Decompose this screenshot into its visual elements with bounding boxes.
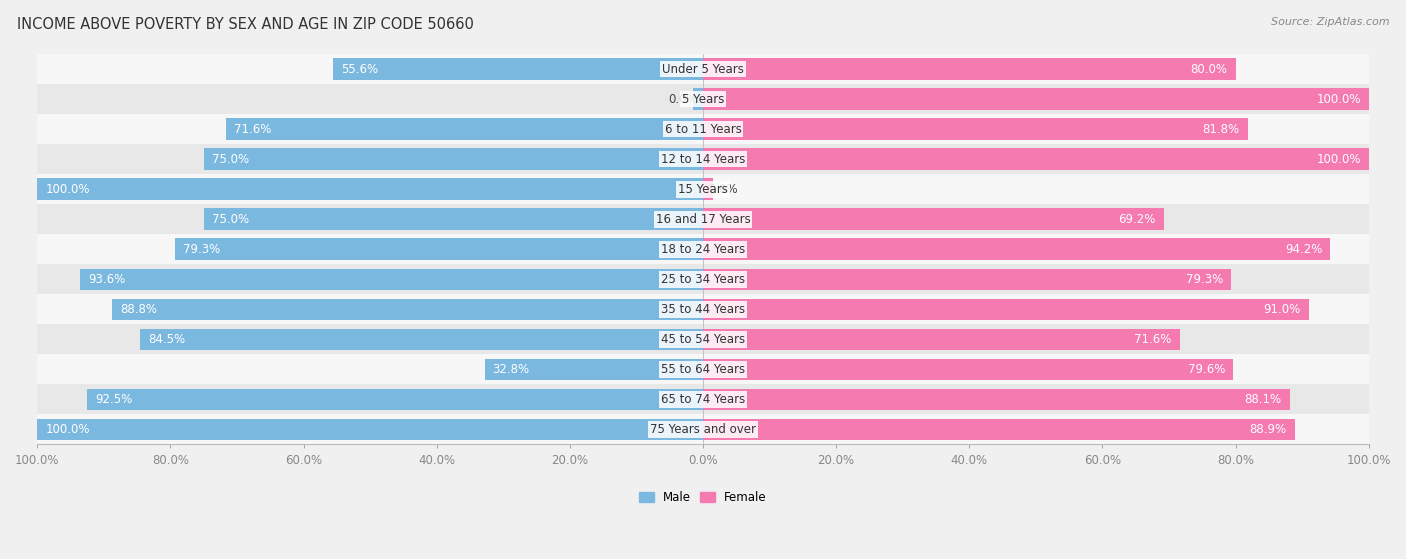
Bar [693, 88, 703, 110]
Bar [37, 354, 1369, 385]
Bar [703, 178, 713, 200]
Text: INCOME ABOVE POVERTY BY SEX AND AGE IN ZIP CODE 50660: INCOME ABOVE POVERTY BY SEX AND AGE IN Z… [17, 17, 474, 32]
Text: 100.0%: 100.0% [45, 423, 90, 436]
Text: 100.0%: 100.0% [1316, 153, 1361, 165]
Text: Under 5 Years: Under 5 Years [662, 63, 744, 75]
Text: 80.0%: 80.0% [1191, 63, 1227, 75]
Bar [204, 148, 703, 170]
Text: 79.3%: 79.3% [183, 243, 221, 256]
Bar [703, 299, 1309, 320]
Bar [37, 54, 1369, 84]
Bar [703, 268, 1230, 290]
Bar [333, 58, 703, 80]
Text: 75 Years and over: 75 Years and over [650, 423, 756, 436]
Bar [703, 359, 1233, 380]
Text: 69.2%: 69.2% [1118, 213, 1156, 226]
Bar [226, 119, 703, 140]
Bar [37, 419, 703, 440]
Text: 79.3%: 79.3% [1185, 273, 1223, 286]
Text: Source: ZipAtlas.com: Source: ZipAtlas.com [1271, 17, 1389, 27]
Text: 92.5%: 92.5% [96, 393, 132, 406]
Text: 6 to 11 Years: 6 to 11 Years [665, 122, 741, 136]
Text: 55 to 64 Years: 55 to 64 Years [661, 363, 745, 376]
Text: 65 to 74 Years: 65 to 74 Years [661, 393, 745, 406]
Bar [37, 84, 1369, 114]
Bar [703, 88, 1369, 110]
Bar [703, 389, 1289, 410]
Text: 88.8%: 88.8% [120, 303, 157, 316]
Text: 75.0%: 75.0% [212, 153, 249, 165]
Text: 0.0%: 0.0% [709, 183, 738, 196]
Text: 75.0%: 75.0% [212, 213, 249, 226]
Bar [703, 329, 1180, 350]
Legend: Male, Female: Male, Female [634, 486, 772, 509]
Bar [703, 209, 1164, 230]
Text: 100.0%: 100.0% [45, 183, 90, 196]
Text: 88.1%: 88.1% [1244, 393, 1281, 406]
Bar [37, 204, 1369, 234]
Bar [37, 324, 1369, 354]
Bar [80, 268, 703, 290]
Bar [37, 385, 1369, 414]
Text: 94.2%: 94.2% [1285, 243, 1322, 256]
Text: 25 to 34 Years: 25 to 34 Years [661, 273, 745, 286]
Bar [703, 239, 1330, 260]
Text: 0.0%: 0.0% [668, 93, 697, 106]
Bar [87, 389, 703, 410]
Text: 18 to 24 Years: 18 to 24 Years [661, 243, 745, 256]
Text: 81.8%: 81.8% [1202, 122, 1240, 136]
Text: 91.0%: 91.0% [1264, 303, 1301, 316]
Text: 32.8%: 32.8% [492, 363, 530, 376]
Bar [703, 148, 1369, 170]
Bar [37, 114, 1369, 144]
Bar [37, 234, 1369, 264]
Text: 35 to 44 Years: 35 to 44 Years [661, 303, 745, 316]
Bar [37, 414, 1369, 444]
Text: 5 Years: 5 Years [682, 93, 724, 106]
Text: 45 to 54 Years: 45 to 54 Years [661, 333, 745, 346]
Text: 16 and 17 Years: 16 and 17 Years [655, 213, 751, 226]
Bar [112, 299, 703, 320]
Bar [703, 119, 1247, 140]
Text: 100.0%: 100.0% [1316, 93, 1361, 106]
Text: 15 Years: 15 Years [678, 183, 728, 196]
Text: 79.6%: 79.6% [1188, 363, 1225, 376]
Bar [485, 359, 703, 380]
Bar [37, 144, 1369, 174]
Text: 71.6%: 71.6% [235, 122, 271, 136]
Bar [703, 58, 1236, 80]
Text: 12 to 14 Years: 12 to 14 Years [661, 153, 745, 165]
Text: 88.9%: 88.9% [1250, 423, 1286, 436]
Bar [204, 209, 703, 230]
Text: 84.5%: 84.5% [149, 333, 186, 346]
Bar [37, 295, 1369, 324]
Bar [37, 178, 703, 200]
Text: 93.6%: 93.6% [87, 273, 125, 286]
Bar [176, 239, 703, 260]
Text: 71.6%: 71.6% [1135, 333, 1171, 346]
Bar [37, 264, 1369, 295]
Bar [703, 419, 1295, 440]
Bar [141, 329, 703, 350]
Text: 55.6%: 55.6% [340, 63, 378, 75]
Bar [37, 174, 1369, 204]
